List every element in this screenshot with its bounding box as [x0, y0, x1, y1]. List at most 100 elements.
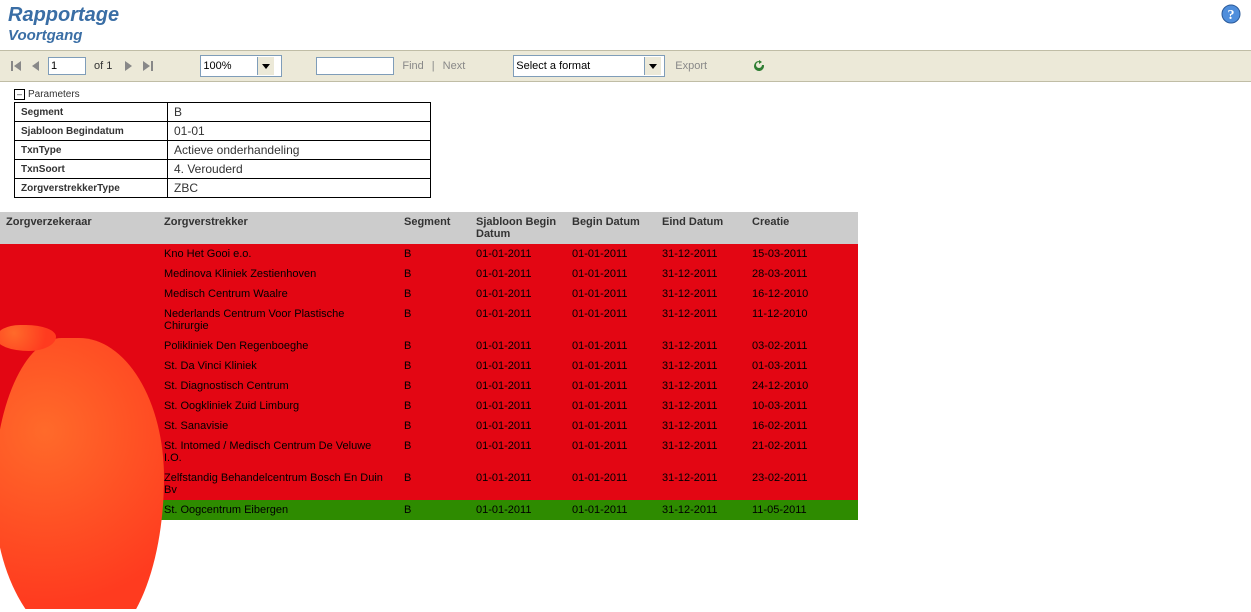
table-cell: 31-12-2011 [656, 336, 746, 356]
find-input[interactable] [316, 57, 394, 75]
page-number-input[interactable] [48, 57, 86, 75]
table-cell: 01-01-2011 [566, 436, 656, 468]
table-cell: 31-12-2011 [656, 468, 746, 500]
find-button[interactable]: Find [402, 60, 423, 72]
parameters-toggle[interactable]: – Parameters [14, 89, 1251, 100]
table-cell: 01-01-2011 [566, 336, 656, 356]
table-row: Polikliniek Den RegenboegheB01-01-201101… [0, 336, 858, 356]
parameters-label: Parameters [28, 89, 80, 100]
table-cell: 28-03-2011 [746, 264, 858, 284]
parameter-value: Actieve onderhandeling [168, 141, 431, 160]
table-cell: Medinova Kliniek Zestienhoven [158, 264, 398, 284]
parameter-value: ZBC [168, 179, 431, 198]
export-button[interactable]: Export [675, 60, 707, 72]
table-cell: 01-01-2011 [566, 304, 656, 336]
table-cell: 01-01-2011 [470, 356, 566, 376]
table-cell: Polikliniek Den Regenboeghe [158, 336, 398, 356]
table-cell: 31-12-2011 [656, 284, 746, 304]
table-cell: 01-01-2011 [470, 436, 566, 468]
table-cell [0, 264, 158, 284]
table-cell: 01-01-2011 [470, 468, 566, 500]
column-header-seg: Segment [398, 212, 470, 244]
table-cell: B [398, 468, 470, 500]
parameter-label: Segment [15, 103, 168, 122]
table-cell: 01-01-2011 [566, 356, 656, 376]
table-cell: 01-01-2011 [566, 376, 656, 396]
parameter-label: ZorgverstrekkerType [15, 179, 168, 198]
table-cell: 10-03-2011 [746, 396, 858, 416]
table-cell: 01-01-2011 [566, 284, 656, 304]
table-cell: 01-03-2011 [746, 356, 858, 376]
of-label: of 1 [94, 60, 112, 72]
table-cell: 31-12-2011 [656, 264, 746, 284]
export-format-dropdown-icon[interactable] [644, 57, 661, 75]
table-row: Nederlands Centrum Voor Plastische Chiru… [0, 304, 858, 336]
zoom-value[interactable] [201, 58, 257, 74]
table-cell: St. Sanavisie [158, 416, 398, 436]
parameter-label: TxnType [15, 141, 168, 160]
table-cell [0, 284, 158, 304]
parameter-row: TxnSoort4. Verouderd [15, 160, 431, 179]
toolbar-separator: | [432, 60, 435, 72]
table-cell: 01-01-2011 [566, 264, 656, 284]
export-format-value[interactable] [514, 58, 644, 74]
column-header-bd: Begin Datum [566, 212, 656, 244]
parameter-value: 01-01 [168, 122, 431, 141]
table-cell: 01-01-2011 [470, 416, 566, 436]
table-cell: Nederlands Centrum Voor Plastische Chiru… [158, 304, 398, 336]
parameter-label: Sjabloon Begindatum [15, 122, 168, 141]
table-cell: 11-12-2010 [746, 304, 858, 336]
parameter-row: TxnTypeActieve onderhandeling [15, 141, 431, 160]
table-cell: 01-01-2011 [470, 284, 566, 304]
column-header-zvz: Zorgverzekeraar [0, 212, 158, 244]
table-cell: 01-01-2011 [566, 468, 656, 500]
table-cell: 16-12-2010 [746, 284, 858, 304]
column-header-sjb: Sjabloon Begin Datum [470, 212, 566, 244]
table-cell: B [398, 416, 470, 436]
column-header-ed: Eind Datum [656, 212, 746, 244]
parameter-label: TxnSoort [15, 160, 168, 179]
next-page-icon[interactable] [120, 58, 136, 74]
table-cell: 01-01-2011 [470, 396, 566, 416]
column-header-zvs: Zorgverstrekker [158, 212, 398, 244]
table-cell: B [398, 244, 470, 264]
redaction-mark [0, 338, 164, 609]
table-cell: B [398, 356, 470, 376]
table-cell: 31-12-2011 [656, 244, 746, 264]
table-cell: 16-02-2011 [746, 416, 858, 436]
export-format-combo[interactable] [513, 55, 665, 77]
table-cell: 03-02-2011 [746, 336, 858, 356]
last-page-icon[interactable] [140, 58, 156, 74]
table-cell: 01-01-2011 [470, 336, 566, 356]
first-page-icon[interactable] [8, 58, 24, 74]
zoom-dropdown-icon[interactable] [257, 57, 274, 75]
table-cell: St. Diagnostisch Centrum [158, 376, 398, 396]
prev-page-icon[interactable] [28, 58, 44, 74]
parameter-value: 4. Verouderd [168, 160, 431, 179]
table-cell: St. Da Vinci Kliniek [158, 356, 398, 376]
table-cell: 31-12-2011 [656, 416, 746, 436]
table-cell: 31-12-2011 [656, 304, 746, 336]
table-cell: 21-02-2011 [746, 436, 858, 468]
next-result-button[interactable]: Next [443, 60, 466, 72]
parameter-value: B [168, 103, 431, 122]
report-body[interactable]: – Parameters SegmentBSjabloon Begindatum… [0, 82, 1251, 609]
zoom-combo[interactable] [200, 55, 282, 77]
parameter-row: SegmentB [15, 103, 431, 122]
help-icon[interactable]: ? [1221, 4, 1241, 24]
table-cell: B [398, 500, 470, 520]
table-cell: 01-01-2011 [566, 416, 656, 436]
table-cell: 01-01-2011 [566, 396, 656, 416]
parameter-row: Sjabloon Begindatum01-01 [15, 122, 431, 141]
table-cell [0, 244, 158, 264]
table-cell: 31-12-2011 [656, 436, 746, 468]
table-cell: 01-01-2011 [566, 244, 656, 264]
table-cell: 15-03-2011 [746, 244, 858, 264]
collapse-icon[interactable]: – [14, 89, 25, 100]
column-header-cr: Creatie [746, 212, 858, 244]
table-cell: 31-12-2011 [656, 376, 746, 396]
parameter-row: ZorgverstrekkerTypeZBC [15, 179, 431, 198]
table-cell: 23-02-2011 [746, 468, 858, 500]
refresh-icon[interactable] [751, 58, 767, 74]
table-cell: B [398, 436, 470, 468]
